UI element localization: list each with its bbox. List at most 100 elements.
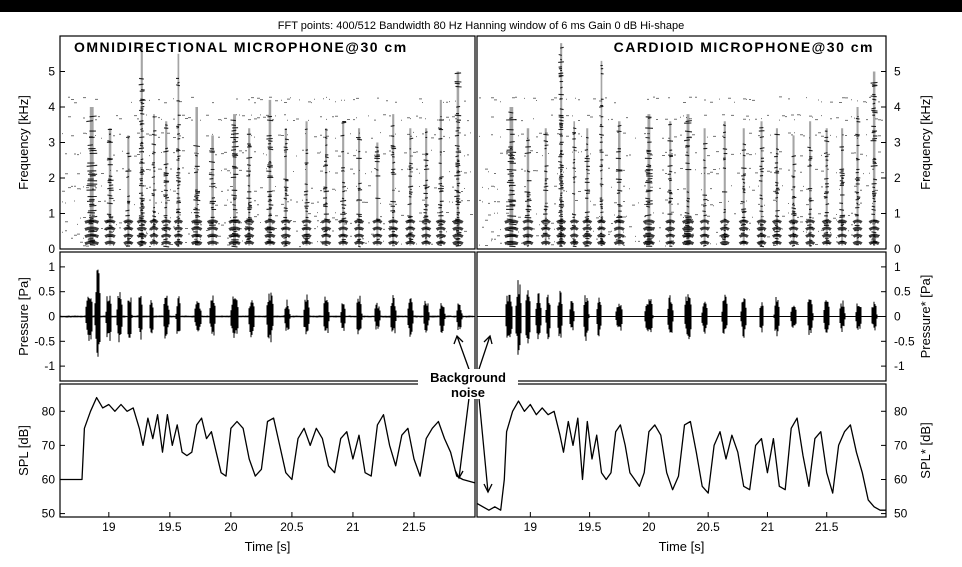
- spectrogram-formant: [805, 219, 816, 245]
- spl-left-marks: [60, 396, 476, 484]
- x-axis-label: Time [s]: [245, 539, 291, 554]
- spectrogram-formant: [372, 219, 383, 245]
- x-tick-label: 20: [224, 520, 238, 534]
- spectrogram-formant: [338, 219, 349, 245]
- spl-trace: [60, 396, 476, 484]
- spectrogram-formant: [280, 219, 291, 245]
- plot-frame: [59, 383, 476, 518]
- spectrogram-formant: [353, 219, 365, 245]
- spl-left-axes: 50 60 70 80 SPL [dB] 19 19.5 20 20.5 21 21.5 Time […: [16, 383, 476, 554]
- x-axis-label: Time [s]: [659, 539, 705, 554]
- spectrogram-formant: [435, 219, 446, 245]
- y-tick-label: 60: [42, 472, 56, 486]
- spectrogram-formant: [264, 219, 276, 246]
- y-tick-label: -0.5: [34, 334, 55, 348]
- spectrogram-band: [80, 211, 473, 219]
- spectrogram-formant: [596, 219, 606, 245]
- spectrogram-formant: [136, 219, 147, 245]
- annotation-background: [418, 369, 518, 399]
- annotation-line-2: noise: [451, 385, 485, 400]
- spectrogram-formant: [388, 219, 399, 245]
- annotation-arrowhead: [454, 469, 464, 480]
- y-tick-label: 5: [894, 65, 901, 79]
- spectrogram-formant: [556, 219, 567, 245]
- y-tick-label: 70: [894, 438, 908, 452]
- spectrogram-burst: [524, 128, 532, 247]
- spectrogram-burst: [230, 114, 239, 248]
- spectrogram-formant: [104, 219, 116, 246]
- spectrogram-left-marks: [62, 43, 473, 248]
- x-tick-label: 20.5: [696, 520, 720, 534]
- y-tick-label: 3: [48, 136, 55, 150]
- spectrogram-formant: [504, 219, 519, 246]
- y-tick-label: 4: [48, 100, 55, 114]
- y-tick-label: 0.5: [38, 285, 55, 299]
- spectrogram-formant: [868, 219, 880, 246]
- spectrogram-band: [500, 150, 881, 157]
- spectrogram-burst: [558, 43, 565, 247]
- spectrogram-band: [68, 114, 469, 122]
- spectrogram-formant: [452, 219, 464, 246]
- spectrogram-formant: [582, 219, 593, 245]
- panel-spl-left: 50 60 70 80 SPL [dB] 19 19.5 20 20.5 21 21.5 Time […: [16, 383, 476, 554]
- spectrogram-band: [65, 167, 471, 175]
- spectrogram-band: [488, 211, 853, 219]
- spectrogram-burst: [506, 107, 517, 248]
- spl-right-marks: [476, 400, 886, 511]
- pressure-right-marks: [477, 280, 886, 355]
- spectrogram-formant: [191, 219, 203, 246]
- spectrogram-formant: [852, 219, 863, 245]
- spectrogram-burst: [454, 71, 462, 247]
- x-tick-label: 20: [642, 520, 656, 534]
- background-noise-annotation: Background noise: [418, 334, 518, 494]
- pressure-left-marks: [60, 269, 475, 357]
- analysis-header: FFT points: 400/512 Bandwidth 80 Hz Hann…: [278, 20, 684, 32]
- panel-spectrogram-right: 0 1 2 3 4 5 Frequency [kHz] CARDIOID MICROPHON…: [476, 35, 933, 256]
- spectrogram-burst: [163, 121, 170, 248]
- annotation-line-1: Background: [430, 370, 506, 385]
- y-axis-label: SPL* [dB]: [918, 422, 933, 478]
- spectrogram-burst: [599, 60, 604, 247]
- spectrogram-burst: [644, 114, 654, 247]
- spectrogram-formant: [681, 219, 695, 246]
- spectrogram-formant: [738, 219, 749, 245]
- x-tick-label: 21.5: [815, 520, 839, 534]
- y-tick-label: 1: [894, 260, 901, 274]
- pressure-waveform: [60, 269, 474, 357]
- spectrogram-burst: [193, 107, 201, 246]
- spectrogram-burst: [615, 121, 623, 246]
- y-tick-label: 0: [894, 310, 901, 324]
- y-tick-label: -1: [894, 359, 905, 373]
- spectrogram-formant: [699, 219, 710, 245]
- spectrogram-right-title: CARDIOID MICROPHONE@30 cm: [614, 39, 874, 55]
- annotation-arrow-right-spl: [478, 397, 489, 493]
- spectrogram-burst: [322, 128, 330, 247]
- y-tick-label: 5: [48, 65, 55, 79]
- spectrogram-band: [485, 167, 884, 175]
- y-tick-label: 0: [48, 242, 55, 256]
- spectrogram-burst: [151, 114, 157, 246]
- spectrogram-burst: [870, 71, 878, 246]
- spectrogram-formant: [301, 219, 312, 245]
- spectrogram-formant: [173, 219, 184, 245]
- spectrogram-formant: [320, 219, 332, 245]
- y-axis-label: SPL [dB]: [16, 425, 31, 476]
- spectrogram-band: [479, 131, 881, 139]
- spectrogram-burst: [138, 43, 145, 247]
- spectrogram-formant: [540, 219, 551, 245]
- spectrogram-band: [80, 240, 459, 248]
- y-axis-label: Frequency [kHz]: [918, 95, 933, 190]
- pressure-right-axes: -1 -0.5 0 0.5 1 Pressure* [Pa]: [476, 251, 933, 382]
- spectrogram-band: [65, 149, 469, 157]
- spectrogram-burst: [839, 128, 846, 246]
- x-tick-label: 19: [524, 520, 538, 534]
- panel-spectrogram-left: 0 1 2 3 4 5 Frequency [kHz] OMNIDIRECTIONAL MI…: [16, 35, 476, 256]
- spectrogram-formant: [837, 219, 848, 245]
- pressure-left-axes: -1 -0.5 0 0.5 1 Pressure [Pa]: [16, 251, 476, 382]
- pressure-waveform: [477, 280, 885, 355]
- y-tick-label: 80: [894, 404, 908, 418]
- plot-frame: [59, 35, 476, 250]
- plot-frame: [476, 35, 887, 250]
- x-tick-label: 21.5: [402, 520, 426, 534]
- spectrogram-formant: [821, 219, 832, 245]
